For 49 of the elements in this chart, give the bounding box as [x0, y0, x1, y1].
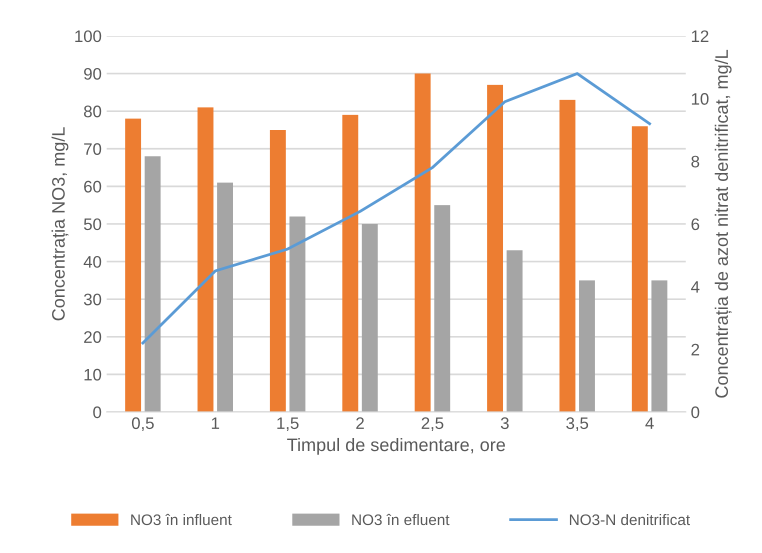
bar: [342, 114, 358, 412]
x-tick-label: 1: [212, 417, 220, 429]
y-tick-label: 20: [84, 331, 102, 343]
bar: [270, 130, 286, 412]
y-tick-label: 60: [84, 180, 102, 193]
x-tick-label: 2,5: [422, 417, 444, 432]
bar: [217, 182, 233, 412]
bar: [362, 224, 378, 412]
bar: [125, 118, 142, 412]
x-tick-label: 0,5: [132, 417, 154, 432]
bar: [144, 156, 161, 412]
y2-tick-label: 0: [691, 406, 700, 418]
y2-axis-title: Concentrația de azot nitrat denitrificat, mg/L: [714, 50, 732, 398]
y2-tick-label: 10: [692, 93, 709, 105]
y-tick-label: 40: [84, 256, 102, 268]
bar: [632, 126, 648, 412]
y2-tick-label: 6: [692, 218, 700, 230]
line-series: [141, 72, 651, 344]
y-tick-label: 70: [84, 143, 102, 155]
bar: [506, 250, 523, 412]
bar: [651, 280, 668, 412]
x-tick-label: 1,5: [277, 417, 299, 432]
y-tick-label: 10: [84, 368, 102, 381]
y2-tick-label: 12: [692, 30, 708, 42]
x-tick-label: 4: [645, 417, 654, 429]
bar: [289, 216, 306, 412]
y2-tick-label: 8: [691, 156, 700, 168]
legend-label: NO3 în influent: [131, 514, 232, 526]
y2-tick-label: 4: [691, 281, 700, 293]
bar: [487, 84, 504, 412]
x-tick-label: 3: [500, 417, 509, 430]
y-tick-label: 50: [84, 218, 102, 230]
y-tick-label: 90: [84, 68, 102, 80]
y-tick-label: 30: [84, 294, 102, 306]
bar: [414, 74, 431, 412]
y-axis-title: Concentrația NO3, mg/L: [52, 127, 68, 320]
legend-label: NO3 în efluent: [352, 514, 450, 526]
y-tick-label: 100: [75, 30, 102, 42]
bar: [559, 100, 576, 412]
y2-tick-label: 2: [692, 344, 700, 356]
bar: [198, 107, 214, 412]
y-tick-label: 80: [84, 106, 102, 118]
x-tick-label: 2: [356, 417, 364, 429]
x-axis-title: Timpul de sedimentare, ore: [287, 438, 505, 455]
bar: [434, 205, 450, 412]
y-tick-label: 0: [93, 406, 102, 418]
x-tick-label: 3,5: [566, 417, 588, 432]
bar: [579, 280, 595, 412]
legend-label: NO3-N denitrificat: [570, 514, 690, 526]
